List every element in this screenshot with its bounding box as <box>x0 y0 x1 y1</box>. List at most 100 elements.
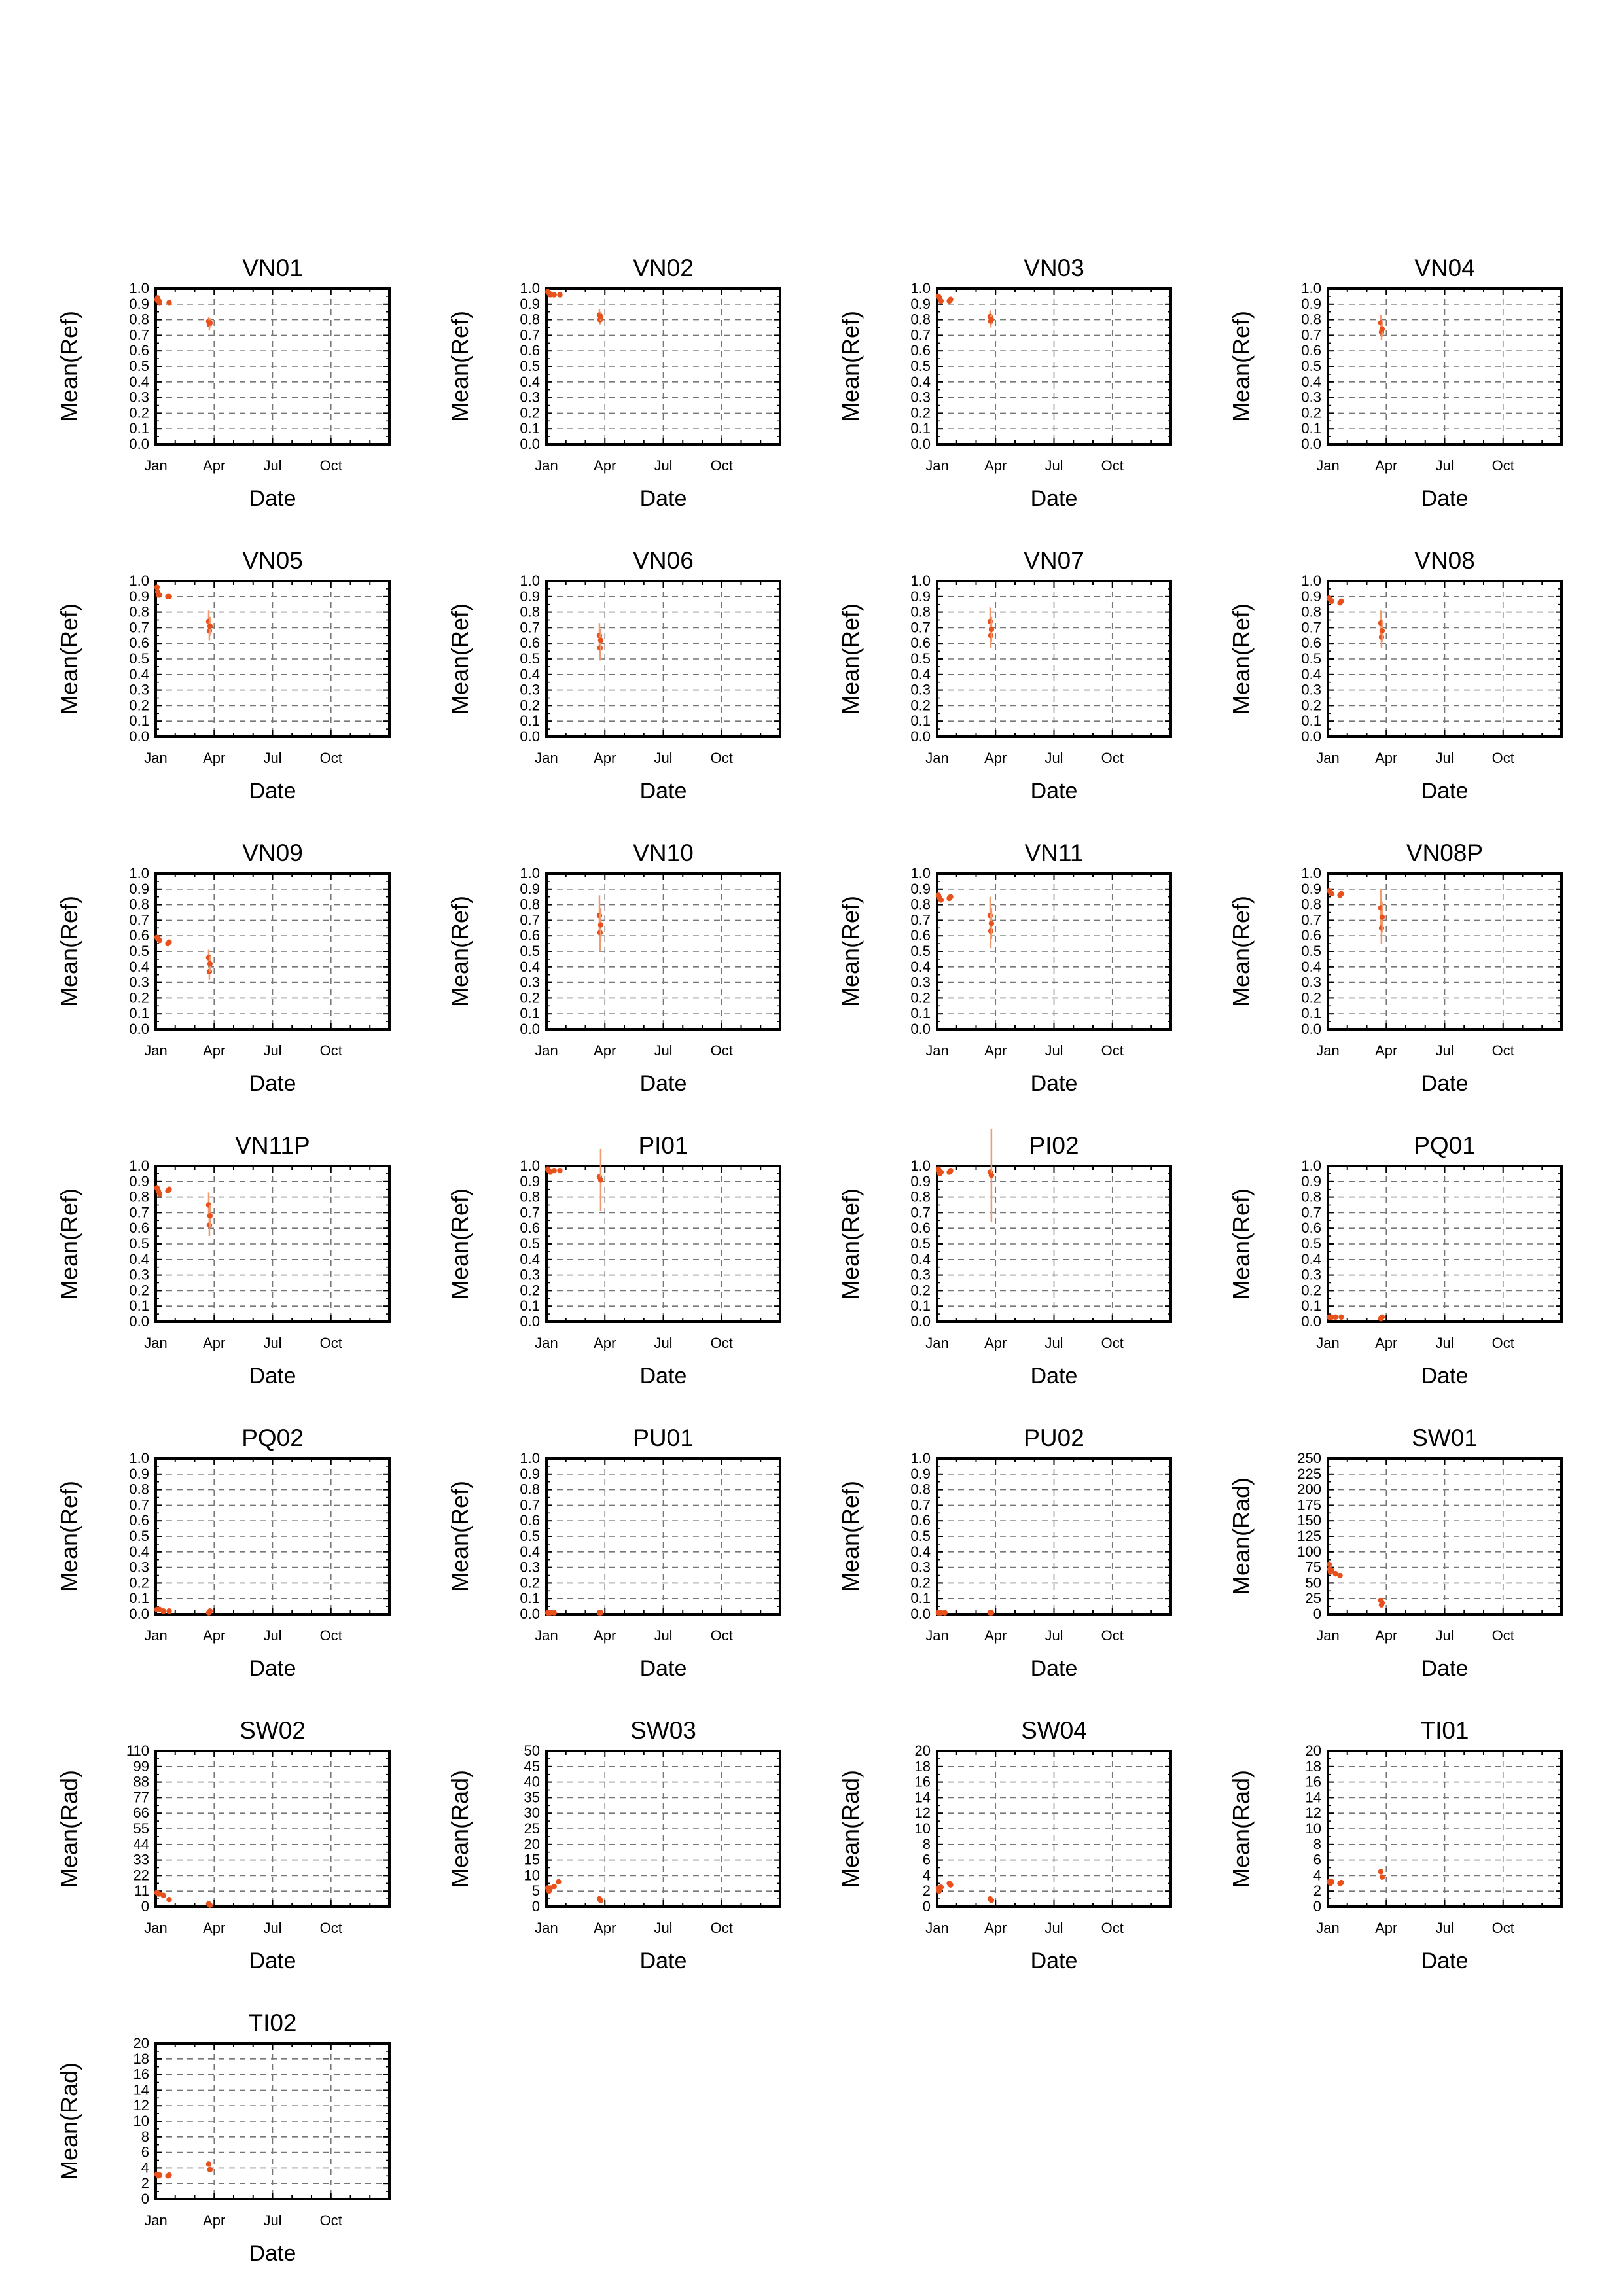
y-tick-label: 0.4 <box>129 1251 149 1267</box>
y-tick-label: 0.7 <box>129 619 149 635</box>
y-tick-label: 0.2 <box>910 404 931 421</box>
data-point <box>205 2161 212 2167</box>
y-tick-label: 0.5 <box>1301 1235 1321 1252</box>
x-tick-label: Apr <box>594 1335 616 1351</box>
data-point <box>547 292 554 298</box>
plot-frame <box>154 872 391 1031</box>
y-tick-label: 0.7 <box>910 1496 931 1513</box>
y-tick-label: 0.6 <box>129 1512 149 1528</box>
data-point <box>1338 598 1344 605</box>
chart-panel-pi02: 0.00.10.20.30.40.50.60.70.80.91.0 Jan Apr J… <box>837 1128 1172 1388</box>
x-tick-label: Jan <box>925 1920 948 1936</box>
data-point <box>166 1896 172 1903</box>
data-point <box>597 637 604 643</box>
y-axis-label: Mean(Ref) <box>1228 896 1255 1007</box>
y-tick-label: 1.0 <box>129 573 149 589</box>
y-tick-label: 15 <box>524 1852 540 1868</box>
x-tick-label: Jan <box>144 457 167 474</box>
chart-title: SW04 <box>1021 1717 1087 1744</box>
plot-frame <box>545 872 781 1031</box>
data-point <box>551 1167 557 1174</box>
data-point <box>156 938 163 944</box>
y-tick-label: 10 <box>524 1867 540 1883</box>
y-tick-label: 6 <box>923 1852 931 1868</box>
y-tick-label: 0.9 <box>910 296 931 312</box>
y-tick-label: 0.6 <box>520 1220 540 1236</box>
y-tick-label: 1.0 <box>910 1157 931 1174</box>
y-tick-label: 0 <box>532 1898 540 1915</box>
x-tick-label: Oct <box>1492 457 1514 474</box>
y-tick-label: 0.3 <box>910 974 931 991</box>
y-tick-label: 0.9 <box>520 881 540 897</box>
data-point <box>1379 326 1385 332</box>
y-tick-label: 20 <box>524 1836 540 1852</box>
data-point <box>1379 1874 1385 1880</box>
x-tick-label: Jan <box>925 750 948 766</box>
data-point <box>988 920 995 927</box>
y-tick-label: 0.4 <box>1301 1251 1321 1267</box>
y-tick-label: 0.9 <box>129 881 149 897</box>
data-point <box>166 939 172 945</box>
x-tick-label: Oct <box>1492 1335 1514 1351</box>
data-point <box>557 292 563 298</box>
y-tick-label: 1.0 <box>910 573 931 589</box>
y-tick-label: 0.4 <box>910 1251 931 1267</box>
data-point <box>156 592 163 598</box>
chart-title: VN04 <box>1414 255 1475 281</box>
y-tick-label: 0.9 <box>520 588 540 605</box>
y-tick-label: 8 <box>923 1836 931 1852</box>
chart-panel-vn07: 0.00.10.20.30.40.50.60.70.80.91.0 Jan Apr J… <box>837 547 1172 804</box>
y-tick-label: 0.3 <box>520 1267 540 1283</box>
y-tick-label: 99 <box>134 1758 149 1775</box>
y-tick-label: 0.8 <box>1301 311 1321 328</box>
y-tick-label: 0.7 <box>1301 619 1321 635</box>
y-tick-label: 0.0 <box>1301 1021 1321 1037</box>
y-tick-label: 4 <box>1313 1867 1321 1883</box>
data-point <box>1338 891 1344 897</box>
x-tick-label: Jul <box>654 1335 672 1351</box>
y-axis-label: Mean(Ref) <box>837 603 864 715</box>
y-tick-label: 0.9 <box>910 1466 931 1482</box>
chart-title: SW03 <box>630 1717 696 1744</box>
y-axis-label: Mean(Ref) <box>446 603 473 715</box>
y-tick-label: 0.4 <box>520 959 540 975</box>
x-tick-label: Jul <box>654 1627 672 1644</box>
y-tick-label: 0.1 <box>520 420 540 436</box>
chart-title: VN01 <box>242 255 303 281</box>
chart-title: SW01 <box>1412 1424 1478 1451</box>
x-tick-label: Jan <box>925 1335 948 1351</box>
y-tick-label: 0.5 <box>129 943 149 959</box>
y-tick-label: 0.4 <box>910 374 931 390</box>
x-tick-label: Jul <box>1044 1920 1063 1936</box>
y-tick-label: 8 <box>1313 1836 1321 1852</box>
y-tick-label: 0.8 <box>910 1189 931 1205</box>
x-tick-label: Jan <box>144 750 167 766</box>
data-point <box>160 1892 166 1898</box>
chart-panel-vn11p: 0.00.10.20.30.40.50.60.70.80.91.0 Jan Apr J… <box>56 1132 391 1388</box>
y-tick-label: 0.5 <box>129 1528 149 1544</box>
y-tick-label: 0.2 <box>1301 697 1321 713</box>
y-tick-label: 0.2 <box>1301 989 1321 1006</box>
x-tick-label: Apr <box>203 2212 225 2229</box>
plot-frame <box>154 1457 391 1616</box>
y-tick-label: 0.2 <box>910 989 931 1006</box>
data-point <box>156 1191 163 1197</box>
plot-frame <box>1327 580 1563 738</box>
chart-panel-vn03: 0.00.10.20.30.40.50.60.70.80.91.0 Jan Apr J… <box>837 255 1172 511</box>
x-axis-label: Date <box>249 1071 296 1096</box>
y-tick-label: 0.4 <box>910 959 931 975</box>
y-tick-label: 0.6 <box>1301 342 1321 359</box>
chart-title: PI02 <box>1029 1132 1079 1159</box>
x-tick-label: Jan <box>535 750 558 766</box>
y-tick-label: 2 <box>1313 1882 1321 1899</box>
y-tick-label: 0.0 <box>1301 728 1321 745</box>
data-point <box>1379 627 1385 634</box>
y-tick-label: 0.5 <box>910 358 931 374</box>
y-tick-label: 0.0 <box>129 1606 149 1622</box>
data-point <box>597 313 604 320</box>
chart-title: VN06 <box>633 547 694 574</box>
x-tick-label: Apr <box>203 1042 225 1059</box>
y-tick-label: 0.1 <box>1301 1298 1321 1314</box>
